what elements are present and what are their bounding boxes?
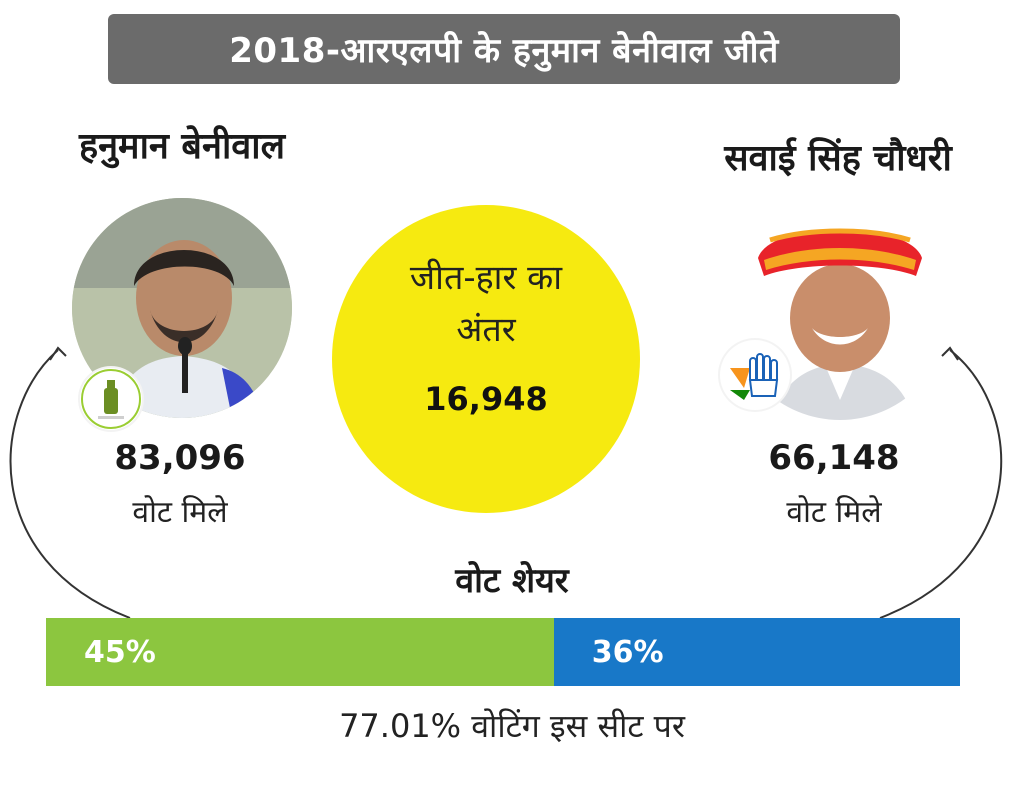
margin-label-line1: जीत-हार का	[409, 258, 563, 298]
candidate-right-votes: 66,148	[768, 438, 900, 478]
vote-share-left-segment: 45%	[46, 618, 554, 686]
turnout-text: 77.01% वोटिंग इस सीट पर	[339, 707, 685, 745]
vote-share-left-label: 45%	[84, 634, 156, 670]
party-symbol-hand-icon	[720, 340, 790, 410]
vote-share-title: वोट शेयर	[455, 561, 569, 601]
title-text: 2018-आरएलपी के हनुमान बेनीवाल जीते	[229, 31, 779, 71]
candidate-right-votes-label: वोट मिले	[786, 495, 882, 530]
vote-share-right-segment: 36%	[553, 618, 960, 686]
candidate-right-name: सवाई सिंह चौधरी	[724, 138, 952, 179]
candidate-left-votes-label: वोट मिले	[132, 495, 228, 530]
margin-circle	[332, 205, 640, 513]
candidate-left-votes: 83,096	[114, 438, 246, 478]
candidate-left-name: हनुमान बेनीवाल	[78, 126, 286, 167]
party-symbol-bottle-icon	[80, 368, 142, 430]
margin-label-line2: अंतर	[456, 310, 516, 350]
vote-share-right-label: 36%	[591, 634, 664, 670]
title-banner: 2018-आरएलपी के हनुमान बेनीवाल जीते	[108, 14, 900, 84]
margin-label: जीत-हार का अंतर	[352, 252, 620, 356]
vote-share-bar: 45% 36%	[46, 618, 960, 686]
margin-value: 16,948	[424, 380, 548, 418]
